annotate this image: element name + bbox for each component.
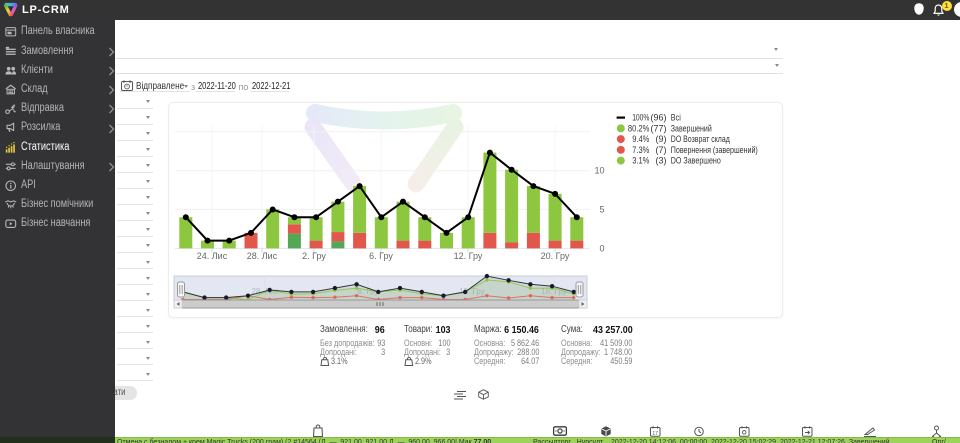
svg-text:80.2%: 80.2% bbox=[628, 123, 650, 133]
svg-text:10: 10 bbox=[594, 166, 604, 176]
svg-text:9.4%: 9.4% bbox=[632, 134, 649, 144]
svg-text:6. Гру: 6. Гру bbox=[357, 287, 378, 296]
svg-text:0: 0 bbox=[599, 243, 604, 253]
svg-text:17: 17 bbox=[652, 431, 658, 437]
svg-text:7.3%: 7.3% bbox=[632, 145, 649, 155]
svg-text:Завершений: Завершений bbox=[671, 123, 712, 133]
svg-text:(7): (7) bbox=[656, 145, 667, 155]
svg-text:18. Гру: 18. Гру bbox=[541, 287, 567, 296]
svg-text:(77): (77) bbox=[650, 123, 666, 133]
svg-text:20. Гру: 20. Гру bbox=[541, 251, 570, 261]
svg-text:12. Гру: 12. Гру bbox=[454, 251, 483, 261]
svg-text:(3): (3) bbox=[656, 156, 667, 166]
svg-text:24. Лис: 24. Лис bbox=[197, 251, 228, 261]
svg-text:Всі: Всі bbox=[671, 113, 681, 123]
svg-text:2. Гру: 2. Гру bbox=[302, 251, 326, 261]
svg-text:100%: 100% bbox=[632, 113, 649, 123]
svg-text:6. Гру: 6. Гру bbox=[369, 251, 393, 261]
svg-text:12. Гру: 12. Гру bbox=[459, 287, 485, 296]
svg-text:28. Лис: 28. Лис bbox=[247, 251, 278, 261]
svg-text:Повернення (завершений): Повернення (завершений) bbox=[671, 145, 758, 155]
svg-text:(9): (9) bbox=[656, 134, 667, 144]
svg-text:DO Возврат склад: DO Возврат склад bbox=[671, 134, 731, 144]
svg-text:(96): (96) bbox=[650, 113, 666, 123]
svg-text:3.1%: 3.1% bbox=[632, 156, 649, 166]
svg-text:DO Завершено: DO Завершено bbox=[671, 156, 721, 166]
svg-text:5: 5 bbox=[599, 204, 604, 214]
